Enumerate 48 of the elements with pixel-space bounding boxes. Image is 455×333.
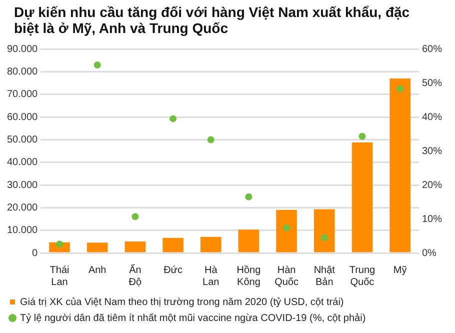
point xyxy=(320,234,328,242)
y2-tick-label: 20% xyxy=(422,180,442,191)
x-tick-label: Mỹ xyxy=(393,264,407,276)
point xyxy=(207,136,214,144)
y2-tick-label: 0% xyxy=(422,248,437,259)
bar xyxy=(276,210,297,252)
x-tick-label: Thái Lan xyxy=(50,264,70,288)
x-tick-label: Anh xyxy=(88,264,106,276)
y-tick-label: 30.000 xyxy=(6,180,38,191)
y-tick-label: 10.000 xyxy=(6,225,38,236)
bar xyxy=(238,230,260,252)
y-tick-label: 0 xyxy=(32,248,38,259)
bar xyxy=(124,241,146,252)
point xyxy=(396,85,404,92)
point xyxy=(245,193,252,200)
y-tick-label: 20.000 xyxy=(6,202,38,214)
bar xyxy=(162,238,184,252)
legend-label: Giá trị XK của Việt Nam theo thị trường trong năm 2020 (tỷ USD, cột trái) xyxy=(20,296,344,308)
bar xyxy=(314,209,335,252)
y2-tick-label: 60% xyxy=(422,44,442,55)
x-tick-label: Đức xyxy=(164,264,182,276)
chart-title: Dự kiến nhu cầu tăng đối với hàng Việt Nam xuất khẩu, đặc biệt là ở Mỹ, Anh và Trung Quốc xyxy=(13,3,411,38)
y2-tick-label: 10% xyxy=(422,214,442,225)
x-tick-label: Hàn Quốc xyxy=(274,264,298,288)
bar xyxy=(352,142,373,252)
y-tick-label: 60.000 xyxy=(6,112,38,123)
y2-tick-label: 30% xyxy=(422,146,442,157)
x-tick-label: Hà Lan xyxy=(202,264,220,288)
y2-tick-label: 50% xyxy=(422,78,442,89)
y2-tick-label: 40% xyxy=(422,112,442,123)
x-tick-label: Nhật Bản xyxy=(314,264,336,288)
x-tick-label: Trung Quốc xyxy=(349,264,376,288)
y-tick-label: 70.000 xyxy=(6,89,38,100)
bar xyxy=(86,242,108,252)
x-tick-label: Ấn Độ xyxy=(128,264,142,288)
point xyxy=(358,132,366,140)
y-tick-label: 80.000 xyxy=(6,66,38,78)
point xyxy=(170,115,177,122)
y-tick-label: 40.000 xyxy=(6,157,38,168)
legend-label: Tỷ lệ người dân đã tiêm ít nhất một mũi vaccine ngừa COVID-19 (%, cột phải) xyxy=(20,312,366,324)
point xyxy=(132,213,139,220)
point xyxy=(94,61,101,68)
point xyxy=(283,224,290,232)
x-tick-label: Hồng Kông xyxy=(236,264,261,288)
bar xyxy=(200,236,222,252)
bar xyxy=(390,78,410,252)
y-tick-label: 90.000 xyxy=(6,44,38,55)
y-tick-label: 50.000 xyxy=(6,134,38,146)
